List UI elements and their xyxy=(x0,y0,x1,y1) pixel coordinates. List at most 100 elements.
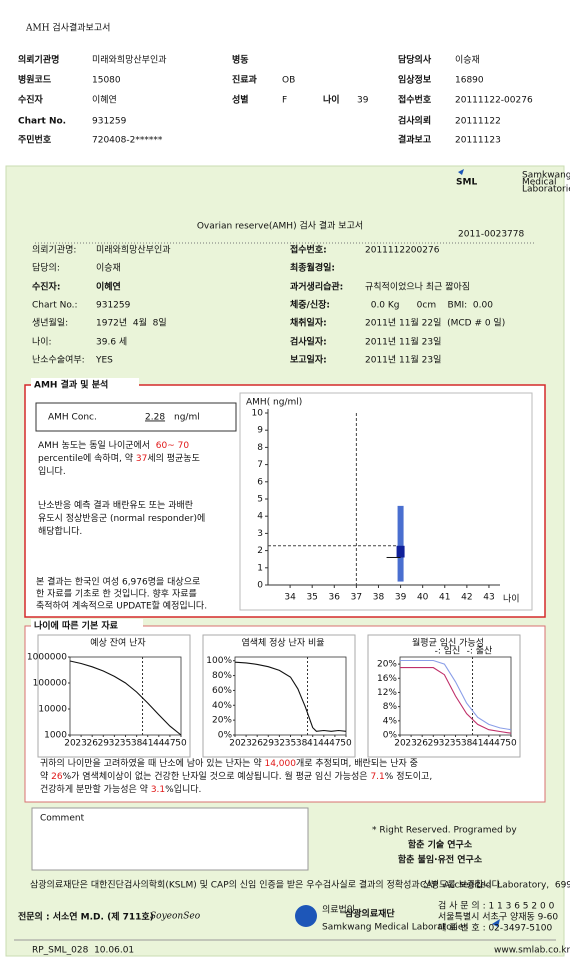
certification: 삼광의료재단은 대한진단검사의학회(KSLM) 및 CAP의 신임 인증을 받은… xyxy=(30,879,503,891)
x-tick-label: 41 xyxy=(439,593,450,603)
field-label: Chart No. xyxy=(18,117,66,127)
info-value: 39.6 세 xyxy=(96,337,127,348)
x-tick-label: 50 xyxy=(505,739,517,749)
x-tick-label: 23 xyxy=(240,739,251,749)
y-tick-label: 8% xyxy=(383,702,398,712)
mini-chart-title: 예상 잔여 난자 xyxy=(90,637,146,649)
paragraph-line: percentile에 속하며, 약 37세의 평균농도 xyxy=(38,452,200,464)
y-tick-label: 20% xyxy=(377,660,397,670)
cap-note: CAP Accredited Laboratory, 69944-01 xyxy=(420,881,570,891)
field-value: 이혜연 xyxy=(92,94,117,106)
x-tick-label: 39 xyxy=(395,593,407,603)
text-run: 약 xyxy=(40,770,51,782)
field-label: 진료과 xyxy=(232,74,258,86)
field-label: 담당의사 xyxy=(398,54,432,66)
info-label: Chart No.: xyxy=(32,301,78,311)
highlight: 3.1 xyxy=(151,785,165,795)
x-axis-label: 나이 xyxy=(503,594,520,605)
x-tick-label: 38 xyxy=(131,739,143,749)
highlight: 7.1 xyxy=(370,772,384,782)
comment-box xyxy=(31,807,309,871)
x-tick-label: 44 xyxy=(318,739,330,749)
data-line xyxy=(234,661,347,732)
text-run: %가 염색체이상이 없는 건강한 난자일 것으로 예상됩니다. 월 평균 임신 … xyxy=(63,770,371,782)
text-run: AMH 농도는 동일 나이군에서 xyxy=(38,440,156,451)
info-value: 931259 xyxy=(96,301,131,311)
field-value: 20111122 xyxy=(455,117,501,127)
website: www.smlab.co.kr xyxy=(494,946,570,956)
text-run: 귀하의 나이만을 고려하였을 때 난소에 남아 있는 난자는 약 xyxy=(40,757,264,769)
doctor: 전문의 : 서소연 M.D. (제 711호) xyxy=(18,911,154,923)
x-tick-label: 41 xyxy=(142,739,153,749)
x-tick-label: 37 xyxy=(351,593,362,603)
paragraph-line: AMH 농도는 동일 나이군에서 60~ 70 xyxy=(38,440,189,451)
field-value: 미래와희망산부인과 xyxy=(92,54,167,66)
x-tick-label: 20 xyxy=(64,739,76,749)
y-tick-label: 0% xyxy=(218,731,233,741)
data-line xyxy=(400,667,512,734)
plot-area xyxy=(69,656,182,736)
contact-line: 검 사 문 의 : 1 1 3 6 5 2 0 0 xyxy=(438,900,555,912)
field-label: 의뢰기관명 xyxy=(18,54,59,66)
org-name: 삼광의료재단 xyxy=(345,908,395,920)
field-label: 임상정보 xyxy=(398,74,432,86)
field-value: F xyxy=(282,96,287,106)
info-value: 0.0 Kg 0cm BMI: 0.00 xyxy=(365,301,493,311)
text-run: 세의 평균농도 xyxy=(147,453,200,464)
field-label: 나이 xyxy=(323,94,340,106)
x-tick-label: 43 xyxy=(483,593,494,603)
field-value: 16890 xyxy=(455,76,484,86)
credit-line: 함춘 기술 연구소 xyxy=(408,839,473,851)
logo: SML xyxy=(456,178,477,188)
x-tick-label: 47 xyxy=(494,739,505,749)
x-tick-label: 38 xyxy=(296,739,308,749)
report-number: 2011-0023778 xyxy=(458,230,525,240)
x-tick-label: 44 xyxy=(483,739,495,749)
field-label: 병원코드 xyxy=(18,74,52,86)
section-title-bg xyxy=(31,378,139,391)
x-tick-label: 29 xyxy=(263,739,275,749)
x-tick-label: 32 xyxy=(439,739,450,749)
logo-sub: Medical xyxy=(522,178,556,188)
field-label: 성별 xyxy=(232,94,249,106)
report-heading: Ovarian reserve(AMH) 검사 결과 보고서 xyxy=(197,220,363,232)
field-value: 이승재 xyxy=(455,55,480,66)
info-label: 나이: xyxy=(32,337,52,348)
highlight: 37 xyxy=(136,454,147,464)
info-label: 검사일자: xyxy=(290,336,327,348)
info-label: 담당의: xyxy=(32,262,60,274)
field-value: 720408-2****** xyxy=(92,136,163,146)
x-tick-label: 41 xyxy=(472,739,483,749)
y-tick-label: 4 xyxy=(257,512,263,522)
info-label: 접수번호: xyxy=(290,244,327,256)
y-tick-label: 6 xyxy=(257,477,263,487)
conc-unit: ng/ml xyxy=(174,413,200,423)
x-tick-label: 36 xyxy=(329,593,341,603)
y-tick-label: 60% xyxy=(212,686,232,696)
x-tick-label: 35 xyxy=(120,739,131,749)
text-run: % 정도이고, xyxy=(385,771,432,782)
y-tick-label: 100% xyxy=(206,656,232,666)
text-run: 난소반응 예측 결과 배란유도 또는 과배란 xyxy=(38,499,193,511)
x-tick-label: 20 xyxy=(229,739,241,749)
signature: SoyeonSeo xyxy=(150,912,201,922)
x-tick-label: 20 xyxy=(394,739,406,749)
x-tick-label: 38 xyxy=(373,593,385,603)
field-label: 접수번호 xyxy=(398,94,432,106)
info-value: 규칙적이었으나 최근 짧아짐 xyxy=(365,281,470,293)
credit-line: * Right Reserved. Programed by xyxy=(372,826,517,836)
y-tick-label: 16% xyxy=(377,674,397,684)
paragraph-line: 유도시 정상반응군 (normal responder)에 xyxy=(38,513,205,524)
info-value: YES xyxy=(95,356,113,366)
field-label: 결과보고 xyxy=(398,134,431,146)
field-value: 931259 xyxy=(92,117,127,127)
x-tick-label: 29 xyxy=(98,739,110,749)
info-value: 이승재 xyxy=(96,263,121,274)
text-run: 건강하게 분만할 가능성은 약 xyxy=(40,783,151,795)
y-tick-label: 1000000 xyxy=(27,653,67,663)
info-label: 난소수술여부: xyxy=(32,354,85,366)
data-line xyxy=(69,660,182,736)
x-tick-label: 35 xyxy=(285,739,296,749)
